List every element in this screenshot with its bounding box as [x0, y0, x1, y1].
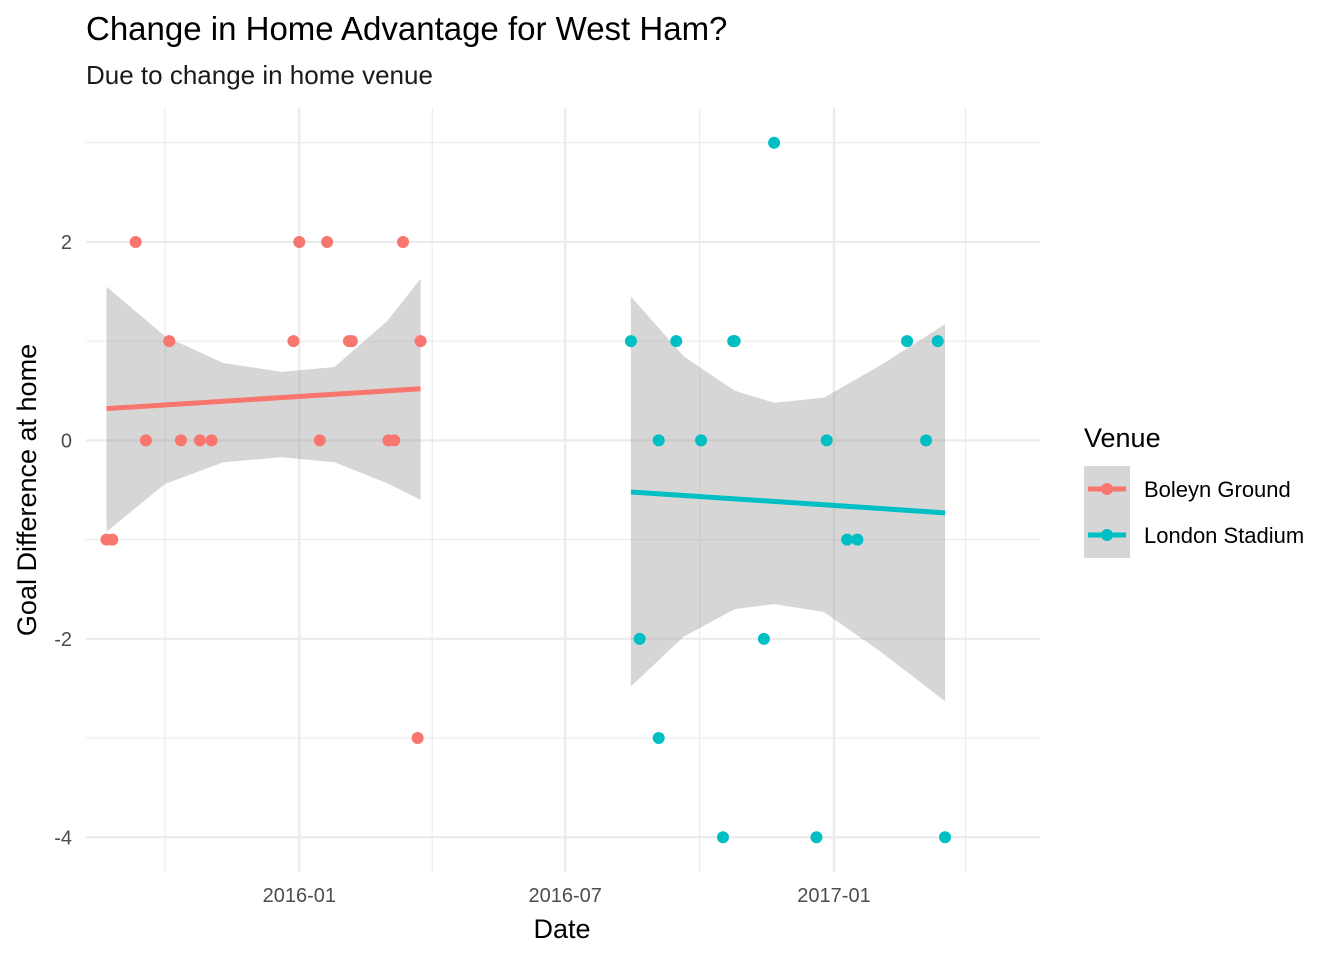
data-point-london-stadium	[633, 632, 646, 645]
y-tick-label: 2	[61, 232, 72, 254]
data-point-boleyn-ground	[313, 434, 326, 447]
data-point-boleyn-ground	[345, 335, 358, 348]
x-tick-label: 2017-01	[797, 885, 870, 907]
data-point-boleyn-ground	[397, 235, 410, 248]
x-axis-title: Date	[533, 914, 590, 944]
data-point-boleyn-ground	[411, 732, 424, 745]
legend-label-boleyn-ground: Boleyn Ground	[1144, 477, 1291, 502]
legend-label-london-stadium: London Stadium	[1144, 523, 1304, 548]
data-point-london-stadium	[652, 434, 665, 447]
chart-title: Change in Home Advantage for West Ham?	[86, 10, 727, 47]
data-point-london-stadium	[851, 533, 864, 546]
data-point-boleyn-ground	[293, 235, 306, 248]
data-point-london-stadium	[841, 533, 854, 546]
data-point-london-stadium	[695, 434, 708, 447]
data-point-london-stadium	[768, 136, 781, 149]
data-point-boleyn-ground	[193, 434, 206, 447]
data-point-boleyn-ground	[106, 533, 119, 546]
trend-line-boleyn-ground	[106, 386, 421, 412]
data-points	[100, 136, 952, 844]
data-point-london-stadium	[716, 831, 729, 844]
y-axis-title: Goal Difference at home	[12, 344, 42, 636]
chart-subtitle: Due to change in home venue	[86, 60, 433, 90]
data-point-boleyn-ground	[163, 335, 176, 348]
trend-line-london-stadium	[630, 489, 946, 516]
data-point-boleyn-ground	[129, 235, 142, 248]
legend-key-point-boleyn-ground	[1101, 483, 1113, 495]
data-point-london-stadium	[931, 335, 944, 348]
confidence-bands	[106, 278, 945, 702]
y-tick-label: -4	[54, 827, 72, 849]
confidence-band-london-stadium	[630, 296, 945, 702]
data-point-boleyn-ground	[287, 335, 300, 348]
data-point-boleyn-ground	[414, 335, 427, 348]
data-point-boleyn-ground	[174, 434, 187, 447]
data-point-london-stadium	[652, 732, 665, 745]
data-point-boleyn-ground	[139, 434, 152, 447]
x-tick-label: 2016-01	[263, 885, 336, 907]
data-point-london-stadium	[939, 831, 952, 844]
data-point-london-stadium	[920, 434, 933, 447]
data-point-london-stadium	[728, 335, 741, 348]
legend-title: Venue	[1084, 423, 1161, 453]
legend-key-point-london-stadium	[1101, 529, 1113, 541]
trend-lines	[106, 386, 946, 516]
data-point-boleyn-ground	[205, 434, 218, 447]
x-tick-label: 2016-07	[528, 885, 601, 907]
legend: Venue Boleyn Ground London Stadium	[1084, 423, 1304, 558]
data-point-boleyn-ground	[321, 235, 334, 248]
x-axis-ticks: 2016-01 2016-07 2017-01	[263, 885, 871, 907]
data-point-london-stadium	[670, 335, 683, 348]
data-point-boleyn-ground	[388, 434, 401, 447]
data-point-london-stadium	[624, 335, 637, 348]
y-axis-ticks: -4 -2 0 2	[54, 232, 72, 849]
y-tick-label: -2	[54, 629, 72, 651]
confidence-band-boleyn-ground	[106, 278, 421, 532]
data-point-london-stadium	[757, 632, 770, 645]
data-point-london-stadium	[901, 335, 914, 348]
minor-gridlines	[86, 108, 1040, 872]
data-point-london-stadium	[810, 831, 823, 844]
y-tick-label: 0	[61, 430, 72, 452]
major-gridlines	[86, 108, 1040, 872]
data-point-london-stadium	[820, 434, 833, 447]
